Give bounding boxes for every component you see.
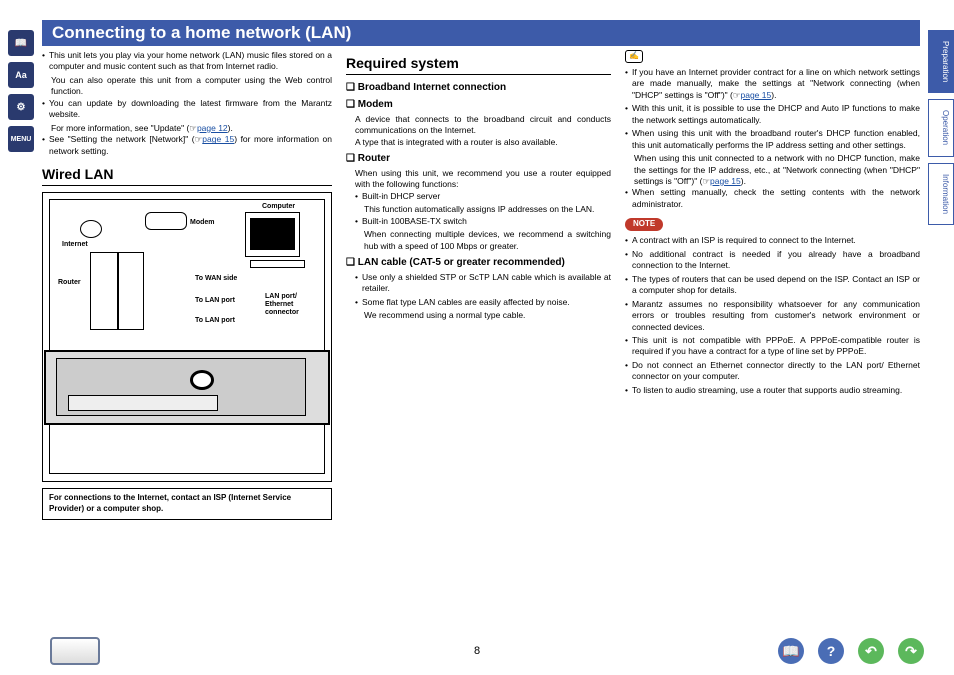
tab-information[interactable]: Information <box>928 163 954 225</box>
note-bullet: A contract with an ISP is required to co… <box>625 235 920 246</box>
router-heading: Router <box>346 152 611 166</box>
lan-cable-heading: LAN cable (CAT-5 or greater recommended) <box>346 256 611 270</box>
page-number: 8 <box>474 645 480 657</box>
tab-operation[interactable]: Operation <box>928 99 954 156</box>
next-page-icon[interactable]: ↷ <box>898 638 924 664</box>
modem-heading: Modem <box>346 98 611 112</box>
required-heading: Required system <box>346 54 611 75</box>
intro-bullet: This unit lets you play via your home ne… <box>42 50 332 73</box>
intro-bullet: See "Setting the network [Network]" (☞pa… <box>42 134 332 157</box>
note-badge: NOTE <box>625 218 663 231</box>
intro-text: You can also operate this unit from a co… <box>42 75 332 98</box>
lan-desc: Use only a shielded STP or ScTP LAN cabl… <box>346 272 611 322</box>
footer: 8 📖 ? ↶ ↷ <box>0 637 954 665</box>
info-bullet: When setting manually, check the setting… <box>625 187 920 210</box>
info-text: When using this unit connected to a netw… <box>625 153 920 187</box>
router-desc: When using this unit, we recommend you u… <box>346 168 611 252</box>
isp-note: For connections to the Internet, contact… <box>42 488 332 520</box>
network-diagram: Internet Modem Computer Router To WAN si… <box>42 192 332 482</box>
intro-bullet: You can update by downloading the latest… <box>42 98 332 121</box>
info-bullet: With this unit, it is possible to use th… <box>625 103 920 126</box>
page-link[interactable]: page 15 <box>741 90 772 100</box>
note-bullet: The types of routers that can be used de… <box>625 274 920 297</box>
column-3: ✍ If you have an Internet provider contr… <box>625 50 920 665</box>
info-bullet: If you have an Internet provider contrac… <box>625 67 920 101</box>
broadband-heading: Broadband Internet connection <box>346 81 611 95</box>
book-nav-icon[interactable]: 📖 <box>778 638 804 664</box>
page-link[interactable]: page 12 <box>197 123 228 133</box>
font-size-icon[interactable]: Aa <box>8 62 34 88</box>
hand-icon: ✍ <box>625 50 643 63</box>
page-link[interactable]: page 15 <box>710 176 741 186</box>
main-content: Connecting to a home network (LAN) This … <box>34 0 928 675</box>
left-nav: 📖 Aa ⚙ MENU <box>0 0 34 675</box>
right-tabs: Preparation Operation Information <box>928 0 954 675</box>
modem-desc: A device that connects to the broadband … <box>346 114 611 148</box>
tab-preparation[interactable]: Preparation <box>928 30 954 93</box>
wired-lan-heading: Wired LAN <box>42 165 332 186</box>
column-1: This unit lets you play via your home ne… <box>42 50 332 665</box>
page-link[interactable]: page 15 <box>202 134 234 144</box>
intro-text: For more information, see "Update" (☞pag… <box>42 123 332 134</box>
page-title: Connecting to a home network (LAN) <box>42 20 920 46</box>
note-bullet: Marantz assumes no responsibility whatso… <box>625 299 920 333</box>
note-bullet: Do not connect an Ethernet connector dir… <box>625 360 920 383</box>
note-bullet: This unit is not compatible with PPPoE. … <box>625 335 920 358</box>
note-bullet: No additional contract is needed if you … <box>625 249 920 272</box>
menu-icon[interactable]: MENU <box>8 126 34 152</box>
column-2: Required system Broadband Internet conne… <box>346 50 611 665</box>
info-bullet: When using this unit with the broadband … <box>625 128 920 151</box>
book-icon[interactable]: 📖 <box>8 30 34 56</box>
device-thumbnail[interactable] <box>50 637 100 665</box>
gear-icon[interactable]: ⚙ <box>8 94 34 120</box>
help-icon[interactable]: ? <box>818 638 844 664</box>
note-bullet: To listen to audio streaming, use a rout… <box>625 385 920 396</box>
prev-page-icon[interactable]: ↶ <box>858 638 884 664</box>
